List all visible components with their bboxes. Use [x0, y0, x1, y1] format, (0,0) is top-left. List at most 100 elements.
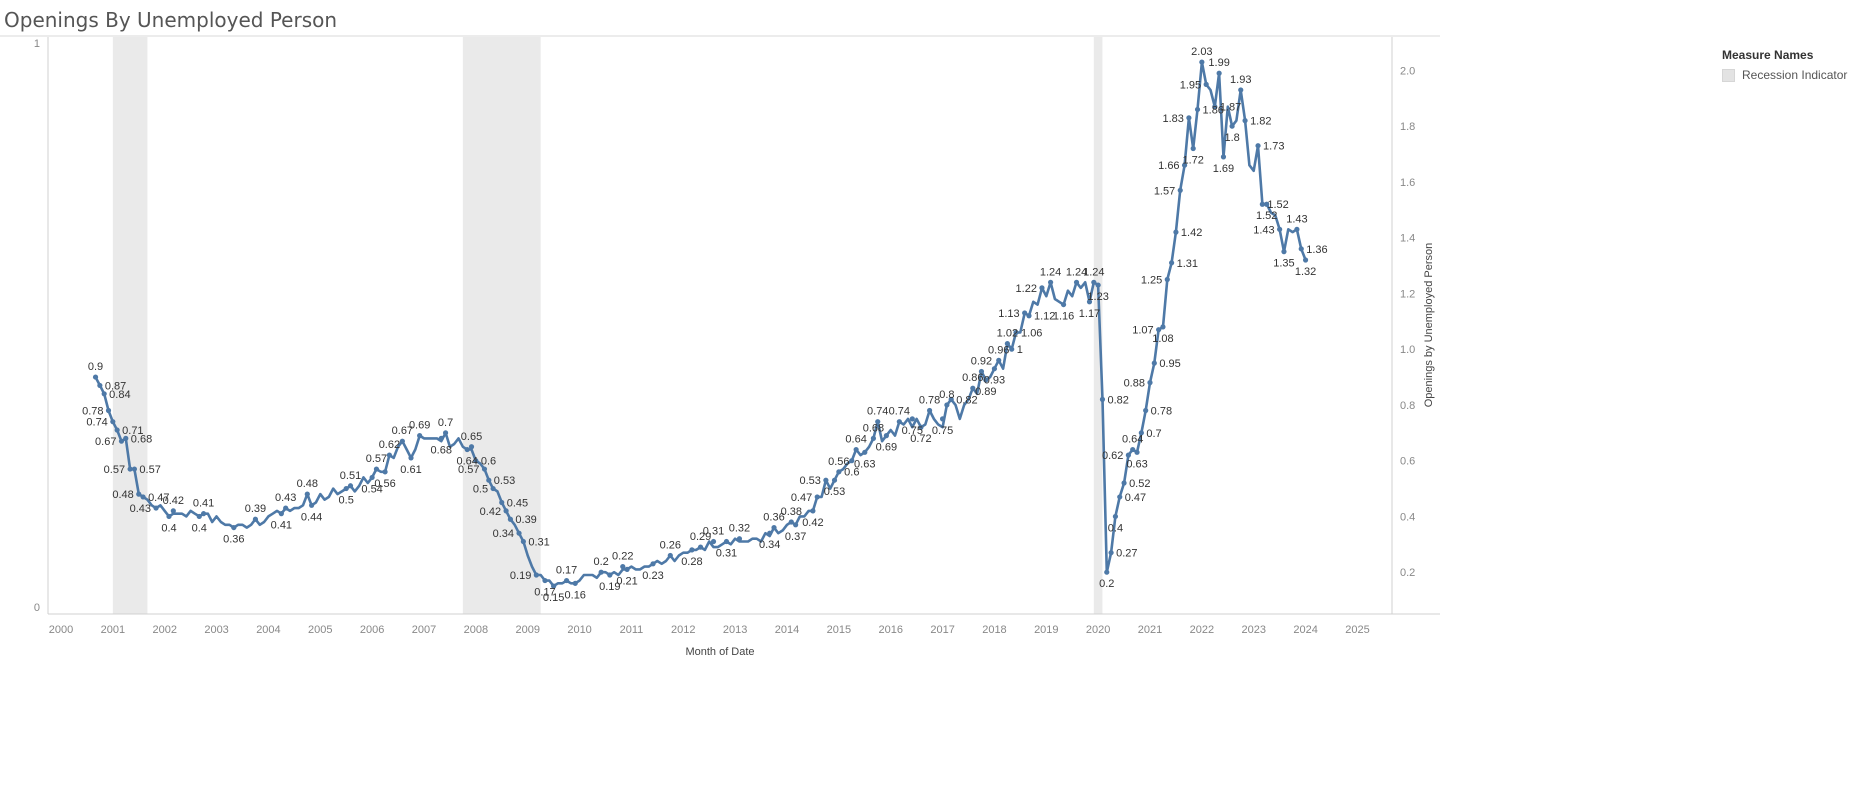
data-label: 0.52: [1129, 478, 1150, 490]
data-label: 0.57: [139, 464, 160, 476]
data-label: 1.82: [1250, 116, 1271, 128]
data-point: [926, 407, 933, 414]
data-point: [1259, 201, 1265, 207]
x-tick-label: 2009: [515, 624, 539, 636]
data-label: 0.26: [660, 539, 681, 551]
data-label: 2.03: [1191, 46, 1212, 58]
data-label: 0.57: [104, 464, 125, 476]
data-point: [1134, 449, 1140, 455]
x-tick-label: 2004: [256, 624, 280, 636]
data-point: [1022, 310, 1028, 316]
data-point: [123, 435, 129, 441]
data-label: 0.45: [507, 498, 528, 510]
legend-item-recession[interactable]: Recession Indicator: [1722, 68, 1847, 82]
x-tick-label: 2000: [49, 624, 73, 636]
data-label: 0.93: [984, 375, 1005, 387]
data-point: [417, 433, 423, 439]
data-point: [1298, 246, 1304, 252]
data-point: [1013, 329, 1019, 336]
data-label: 0.68: [863, 422, 884, 434]
x-tick-label: 2022: [1190, 624, 1214, 636]
data-label: 0.68: [431, 444, 452, 456]
data-label: 0.21: [616, 575, 637, 587]
data-point: [373, 466, 380, 472]
data-point: [814, 494, 820, 500]
data-point: [399, 438, 405, 444]
x-tick-label: 2010: [567, 624, 591, 636]
x-tick-label: 2005: [308, 624, 332, 636]
data-label: 0.7: [438, 417, 453, 429]
data-label: 1.02: [997, 328, 1018, 340]
x-tick-label: 2015: [827, 624, 851, 636]
data-point: [944, 402, 950, 408]
data-label: 0.74: [889, 406, 910, 418]
data-label: 0.37: [785, 531, 806, 543]
data-label: 0.31: [716, 548, 737, 560]
data-point: [983, 377, 989, 383]
data-point: [92, 374, 99, 380]
data-label: 0.69: [409, 420, 430, 432]
data-point: [200, 511, 207, 517]
data-point: [563, 577, 570, 584]
data-point: [1060, 301, 1067, 308]
data-label: 1.08: [1152, 333, 1173, 345]
data-label: 0.9: [88, 361, 103, 373]
data-point: [442, 430, 449, 436]
data-label: 0.47: [791, 492, 812, 504]
data-point: [1026, 313, 1032, 319]
data-label: 0.88: [1124, 378, 1145, 390]
data-label: 0.48: [112, 489, 133, 501]
data-label: 0.2: [1099, 578, 1114, 590]
data-label: 0.86: [962, 372, 983, 384]
data-point: [1099, 396, 1106, 402]
data-point: [1264, 201, 1270, 207]
data-label: 1.06: [1021, 327, 1042, 339]
data-label: 0.82: [1107, 394, 1128, 406]
data-point: [1147, 380, 1153, 386]
data-label: 0.23: [642, 570, 663, 582]
x-tick-label: 2025: [1345, 624, 1369, 636]
data-point: [1229, 123, 1235, 129]
data-label: 1.83: [1162, 113, 1183, 125]
data-point: [1169, 260, 1175, 266]
recession-band: [112, 37, 148, 614]
y-axis-title: Openings by Unemployed Person: [1423, 243, 1435, 407]
data-point: [118, 438, 125, 444]
data-point: [1073, 279, 1080, 285]
data-point: [369, 474, 375, 481]
data-point: [996, 357, 1002, 363]
data-point: [196, 513, 202, 520]
legend: Measure Names Recession Indicator: [1722, 48, 1847, 82]
data-point: [503, 508, 509, 514]
data-label: 0.7: [1146, 428, 1161, 440]
data-point: [1108, 550, 1114, 556]
y-tick-label: 1.0: [1400, 344, 1415, 356]
data-label: 0.92: [971, 355, 992, 367]
data-point: [1125, 452, 1131, 458]
data-point: [110, 419, 116, 425]
data-point: [853, 446, 859, 453]
data-point: [386, 452, 393, 458]
data-point: [836, 469, 842, 475]
x-tick-label: 2013: [723, 624, 747, 636]
y-tick-label: 0.2: [1400, 567, 1415, 579]
data-point: [542, 577, 548, 584]
data-point: [1047, 279, 1054, 285]
y-tick-label: 1.2: [1400, 288, 1415, 300]
data-point: [710, 538, 717, 545]
data-point: [473, 458, 479, 464]
x-tick-label: 2001: [101, 624, 125, 636]
y-tick-label: 2.0: [1400, 65, 1415, 77]
data-point: [382, 469, 388, 475]
data-label: 0.62: [379, 439, 400, 451]
x-tick-label: 2020: [1086, 624, 1110, 636]
data-label: 0.31: [703, 526, 724, 538]
data-label: 0.47: [148, 492, 169, 504]
data-point: [1130, 446, 1136, 453]
data-label: 0.48: [297, 478, 318, 490]
data-label: 1.12: [1034, 311, 1055, 323]
data-point: [883, 433, 889, 439]
x-tick-label: 2007: [412, 624, 436, 636]
data-label: 0.44: [301, 511, 322, 523]
data-point: [1194, 106, 1201, 113]
